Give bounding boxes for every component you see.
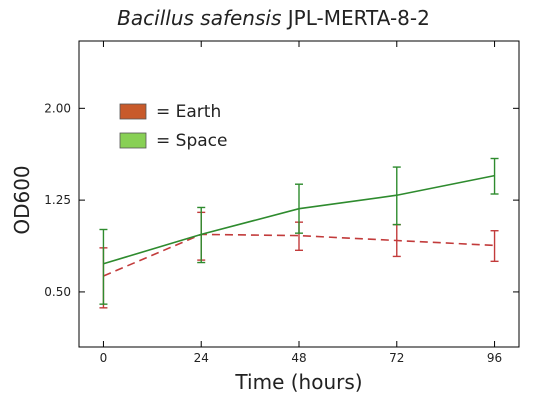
legend-swatch: [119, 103, 147, 120]
series-space: [99, 157, 499, 305]
chart-title: Bacillus safensis JPL-MERTA-8-2: [0, 6, 547, 30]
x-tick-label: 72: [389, 351, 404, 365]
chart-title-strain: JPL-MERTA-8-2: [287, 6, 430, 30]
legend-label: = Earth: [156, 102, 221, 122]
y-tick-label: 1.25: [44, 193, 71, 207]
x-tick-label: 96: [487, 351, 502, 365]
legend-swatch: [119, 132, 147, 149]
x-tick-label: 48: [291, 351, 306, 365]
y-tick-label: 0.50: [44, 285, 71, 299]
legend-label: = Space: [156, 131, 227, 151]
x-tick-label: 24: [194, 351, 209, 365]
y-tick-label: 2.00: [44, 101, 71, 115]
x-axis-label: Time (hours): [235, 370, 363, 394]
chart-title-species: Bacillus safensis: [117, 6, 282, 30]
x-tick-label: 0: [100, 351, 108, 365]
series-line: [103, 233, 495, 277]
